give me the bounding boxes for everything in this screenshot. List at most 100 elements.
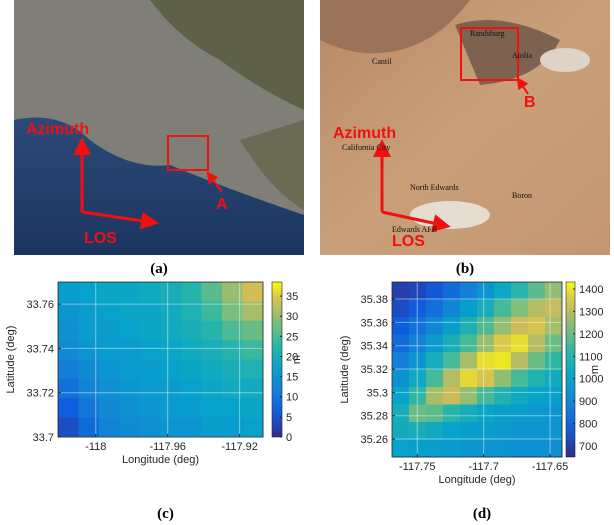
heatmap-cell (426, 387, 444, 405)
heatmap-cell (511, 405, 529, 423)
heatmap-cell (202, 379, 223, 399)
heatmap-cell (545, 317, 563, 335)
heatmap-cell (181, 282, 202, 302)
heatmap-cell (545, 300, 563, 318)
heatmap-cell (99, 282, 120, 302)
heatmap-cell (426, 440, 444, 458)
place-name: California City (342, 143, 390, 152)
heatmap-cell (79, 379, 100, 399)
heatmap-cell (528, 282, 546, 300)
x-tick-label: -117.75 (399, 461, 436, 473)
place-name: Atolia (512, 51, 532, 60)
heatmap-cell (477, 440, 495, 458)
heatmap-cell (181, 379, 202, 399)
colorbar-tick-label: 1300 (579, 306, 603, 318)
colorbar-tick-label: 15 (286, 372, 298, 384)
heatmap-cell (443, 282, 461, 300)
heatmap-cell (528, 335, 546, 353)
heatmap-cell (477, 282, 495, 300)
heatmap-cell (511, 370, 529, 388)
heatmap-cell (426, 370, 444, 388)
heatmap-cell (460, 387, 478, 405)
heatmap-cell (181, 321, 202, 341)
heatmap-cell (161, 340, 182, 360)
heatmap-cell (99, 398, 120, 418)
colorbar-tick-label: 25 (286, 331, 298, 343)
heatmap-cell (202, 418, 223, 438)
heatmap-cell (494, 405, 512, 423)
heatmap-cell (443, 387, 461, 405)
y-tick-label: 35.3 (367, 387, 388, 399)
heatmap-cell (202, 340, 223, 360)
colorbar-tick-label: 1100 (579, 351, 603, 363)
heatmap-cell (545, 335, 563, 353)
x-tick-label: -118 (85, 441, 106, 453)
y-tick-label: 33.7 (33, 432, 54, 444)
y-tick-label: 35.28 (360, 411, 388, 423)
heatmap-cell (460, 440, 478, 458)
colorbar-tick-label: 1200 (579, 329, 603, 341)
x-tick-label: -117.7 (468, 461, 498, 473)
x-tick-label: -117.65 (532, 461, 569, 473)
heatmap-cell (99, 321, 120, 341)
heatmap-cell (545, 282, 563, 300)
heatmap-cell (511, 335, 529, 353)
heatmap-cell (426, 422, 444, 440)
heatmap-cell (99, 379, 120, 399)
heatmap-cell (443, 440, 461, 458)
heatmap-cell (460, 282, 478, 300)
heatmap-cell (460, 405, 478, 423)
y-tick-label: 33.74 (26, 343, 54, 355)
heatmap-cell (79, 282, 100, 302)
los-label: LOS (392, 233, 425, 250)
heatmap-cell (494, 422, 512, 440)
heatmap-cell (202, 398, 223, 418)
panel-label: (d) (473, 506, 491, 522)
heatmap-cell (202, 360, 223, 380)
place-name: Cantil (372, 57, 392, 66)
heatmap-cell (140, 340, 161, 360)
heatmap-cell (477, 317, 495, 335)
heatmap-cell (409, 387, 427, 405)
heatmap-cell (477, 352, 495, 370)
heatmap-cell (202, 321, 223, 341)
heatmap-cell (528, 422, 546, 440)
y-axis-label: Latitude (deg) (339, 336, 351, 404)
los-label: LOS (84, 230, 117, 247)
heatmap-cell (443, 352, 461, 370)
colorbar (272, 282, 282, 437)
heatmap-cell (545, 387, 563, 405)
heatmap-cell (477, 370, 495, 388)
heatmap-cell (99, 340, 120, 360)
x-tick-label: -117.92 (221, 441, 258, 453)
heatmap-cell (243, 360, 264, 380)
panel-label: (c) (157, 506, 174, 522)
heatmap-cell (161, 321, 182, 341)
heatmap-cell (58, 360, 79, 380)
heatmap-cell (460, 300, 478, 318)
heatmap-cell (494, 440, 512, 458)
heatmap-cell (460, 370, 478, 388)
heatmap-cell (161, 360, 182, 380)
heatmap-cell (545, 440, 563, 458)
heatmap-cell (58, 379, 79, 399)
heatmap-cell (477, 387, 495, 405)
heatmap-cell (494, 335, 512, 353)
y-tick-label: 33.76 (26, 299, 54, 311)
heatmap-cell (140, 398, 161, 418)
colorbar-tick-label: 0 (286, 432, 292, 444)
x-axis-label: Longitude (deg) (122, 454, 199, 466)
colorbar-label: m (291, 355, 303, 364)
heatmap-cell (460, 317, 478, 335)
heatmap-cell (79, 418, 100, 438)
heatmap-cell (79, 321, 100, 341)
heatmap-cell (511, 352, 529, 370)
heatmap-cell (409, 405, 427, 423)
x-tick-label: -117.96 (149, 441, 186, 453)
heatmap-cell (460, 352, 478, 370)
heatmap-cell (58, 398, 79, 418)
heatmap-cell (477, 405, 495, 423)
y-tick-label: 35.26 (360, 434, 388, 446)
heatmap-cell (545, 370, 563, 388)
heatmap-cell (443, 422, 461, 440)
